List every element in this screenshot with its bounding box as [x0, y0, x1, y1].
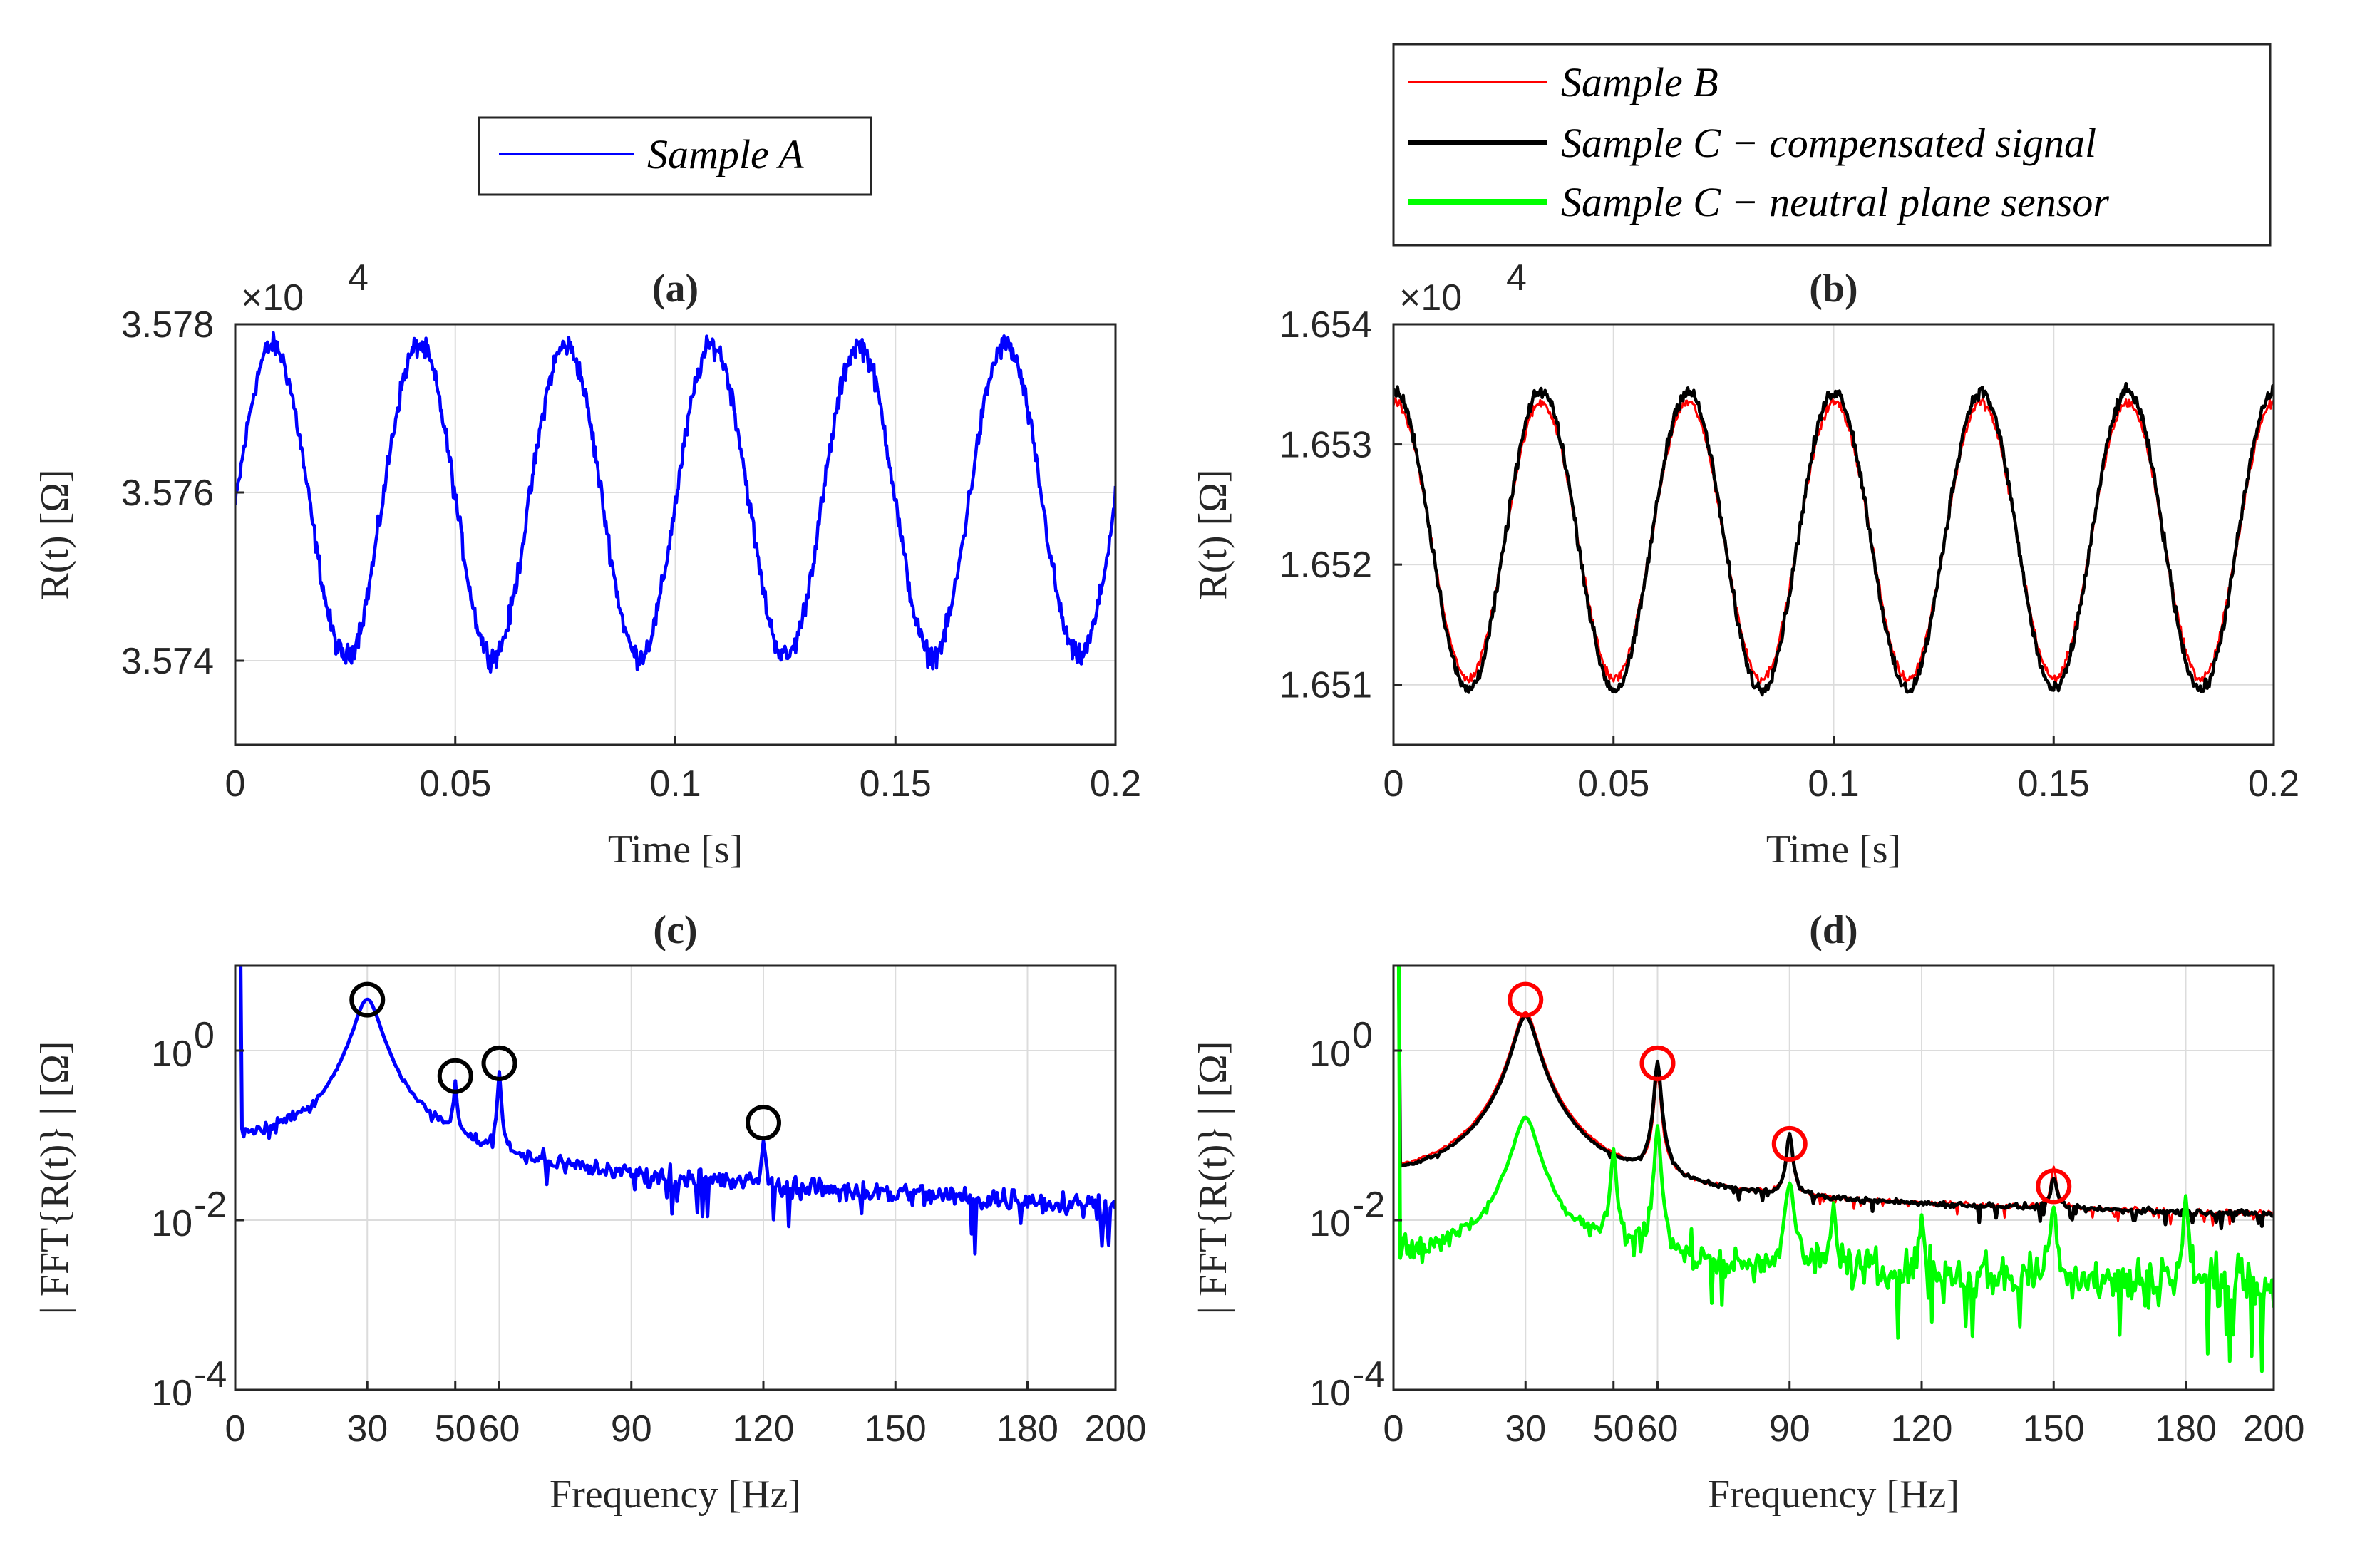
xtick-label-a-0: 0 — [225, 763, 246, 805]
ytick-label-a-1: 3.576 — [121, 473, 214, 514]
ytick-exp-c-2: 0 — [194, 1015, 215, 1056]
series-b-1 — [1393, 381, 2274, 697]
ytick-label-c-2: 10 — [151, 1033, 192, 1075]
title-d: (d) — [1809, 908, 1857, 952]
xlabel-a: Time [s] — [608, 827, 743, 872]
xtick-label-b-0: 0 — [1383, 763, 1404, 805]
plot-area-d — [1393, 966, 2274, 1390]
multiplier-b: ×10 — [1399, 277, 1462, 319]
xtick-label-d-8: 200 — [2243, 1408, 2305, 1450]
legend-b-label-sample-c-neutral: Sample C − neutral plane sensor — [1561, 179, 2109, 225]
xtick-label-d-1: 30 — [1505, 1408, 1546, 1450]
ytick-label-a-2: 3.578 — [121, 304, 214, 346]
title-c: (c) — [653, 908, 697, 952]
xtick-label-c-3: 60 — [479, 1408, 520, 1450]
xtick-label-d-6: 150 — [2023, 1408, 2085, 1450]
multiplier-exp-a: 4 — [348, 257, 369, 299]
peak-marker-c-2 — [481, 1045, 517, 1081]
peak-marker-c-1 — [437, 1058, 473, 1094]
xtick-label-b-3: 0.15 — [2018, 763, 2090, 805]
ytick-exp-d-2: 0 — [1352, 1015, 1373, 1056]
peak-marker-c-0 — [349, 981, 386, 1018]
ytick-exp-c-0: -4 — [194, 1354, 227, 1396]
ytick-label-d-1: 10 — [1309, 1203, 1351, 1244]
title-b: (b) — [1809, 267, 1857, 311]
peak-marker-d-0 — [1508, 981, 1544, 1018]
series-group-c — [239, 966, 1115, 1256]
panel-b: 0 0.05 0.1 0.15 0.2 1.651 1.652 1.653 1.654 ×10 4 (… — [1191, 257, 2299, 872]
xtick-label-c-7: 180 — [996, 1408, 1058, 1450]
series-d-2 — [1396, 966, 2274, 1373]
title-a: (a) — [652, 267, 699, 311]
ytick-label-a-0: 3.574 — [121, 641, 214, 682]
series-c-0 — [239, 966, 1115, 1256]
xtick-label-c-8: 200 — [1085, 1408, 1147, 1450]
ylabel-c: | FFT{R(t)} | [Ω] — [33, 1041, 77, 1315]
ytick-label-c-1: 10 — [151, 1203, 192, 1244]
xtick-label-d-0: 0 — [1383, 1408, 1404, 1450]
ylabel-a: R(t) [Ω] — [33, 469, 77, 599]
xtick-label-a-3: 0.15 — [860, 763, 932, 805]
xtick-label-b-1: 0.05 — [1577, 763, 1649, 805]
legend-b-label-sample-c-comp: Sample C − compensated signal — [1561, 120, 2096, 166]
legend-b: Sample B Sample C − compensated signal S… — [1392, 43, 2272, 247]
xtick-label-d-4: 90 — [1769, 1408, 1810, 1450]
xtick-label-b-2: 0.1 — [1808, 763, 1859, 805]
series-group-b — [1393, 381, 2274, 697]
ytick-exp-d-0: -4 — [1352, 1354, 1385, 1396]
panel-a: 0 0.05 0.1 0.15 0.2 3.574 3.576 3.578 ×10 4 (a) Tim… — [33, 257, 1141, 872]
axes-box-c — [234, 964, 1117, 1391]
ytick-label-b-1: 1.652 — [1279, 545, 1372, 586]
xtick-label-c-1: 30 — [346, 1408, 388, 1450]
series-d-1 — [1397, 966, 2274, 1231]
xtick-label-c-6: 150 — [865, 1408, 927, 1450]
ylabel-d: | FFT{R(t)} | [Ω] — [1191, 1041, 1235, 1315]
series-group-d — [1396, 966, 2274, 1373]
legend-a-label-sample-a: Sample A — [647, 131, 804, 177]
ytick-exp-d-1: -2 — [1352, 1185, 1385, 1226]
xlabel-d: Frequency [Hz] — [1708, 1472, 1959, 1517]
series-b-0 — [1393, 397, 2274, 685]
peak-marker-d-1 — [1639, 1045, 1676, 1081]
multiplier-a: ×10 — [241, 277, 304, 319]
peak-marker-d-2 — [1771, 1125, 1808, 1162]
ytick-label-c-0: 10 — [151, 1373, 192, 1414]
legend-b-label-sample-b: Sample B — [1561, 59, 1718, 105]
legend-a-box — [478, 116, 872, 196]
xtick-label-a-4: 0.2 — [1090, 763, 1141, 805]
ytick-label-d-2: 10 — [1309, 1033, 1351, 1075]
xtick-label-d-3: 60 — [1637, 1408, 1679, 1450]
ylabel-b: R(t) [Ω] — [1191, 469, 1235, 599]
multiplier-exp-b: 4 — [1506, 257, 1527, 299]
xtick-label-c-5: 120 — [733, 1408, 795, 1450]
xtick-label-c-0: 0 — [225, 1408, 246, 1450]
ytick-exp-c-1: -2 — [194, 1185, 227, 1226]
axes-box-d — [1392, 964, 2275, 1391]
xlabel-b: Time [s] — [1766, 827, 1901, 872]
xtick-label-d-7: 180 — [2155, 1408, 2217, 1450]
peak-marker-c-3 — [746, 1105, 781, 1141]
series-group-a — [235, 331, 1115, 674]
xtick-label-d-2: 50 — [1593, 1408, 1634, 1450]
xtick-label-a-2: 0.1 — [649, 763, 701, 805]
ytick-label-b-2: 1.653 — [1279, 425, 1372, 466]
xtick-label-c-4: 90 — [611, 1408, 652, 1450]
xtick-label-a-1: 0.05 — [419, 763, 491, 805]
xtick-label-b-4: 0.2 — [2248, 763, 2299, 805]
series-a-0 — [235, 331, 1115, 674]
xlabel-c: Frequency [Hz] — [550, 1472, 801, 1517]
legend-a: Sample A — [478, 116, 872, 196]
xtick-label-c-2: 50 — [435, 1408, 476, 1450]
ytick-label-b-0: 1.651 — [1279, 665, 1372, 706]
peak-marker-d-3 — [2036, 1168, 2072, 1205]
xtick-label-d-5: 120 — [1891, 1408, 1953, 1450]
ytick-label-d-0: 10 — [1309, 1373, 1351, 1414]
ytick-label-b-3: 1.654 — [1279, 304, 1372, 346]
